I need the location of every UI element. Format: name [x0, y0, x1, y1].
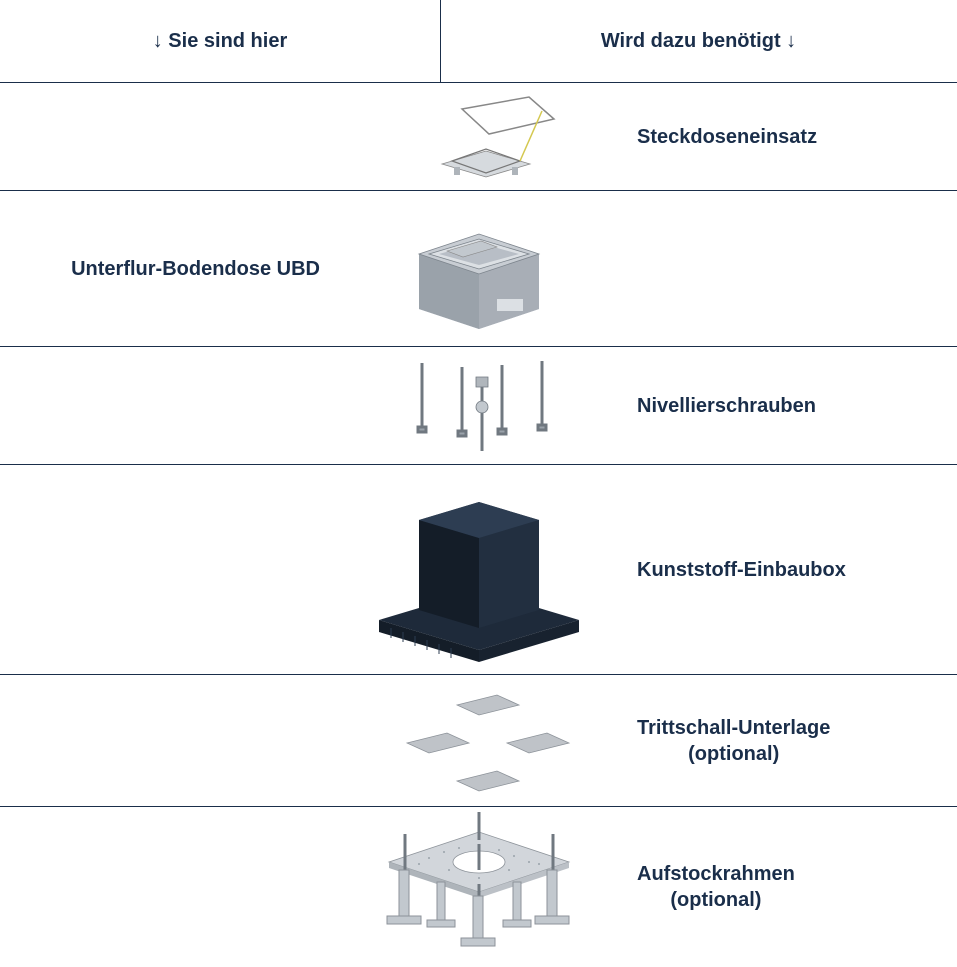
row1-label: Steckdoseneinsatz [617, 124, 957, 150]
row5-label: Trittschall-Unterlage (optional) [617, 715, 957, 767]
bodendose-label: Unterflur-Bodendose UBD [71, 256, 320, 282]
row-einbaubox: Kunststoff-Einbaubox [0, 464, 957, 674]
schrauben-label: Nivellierschrauben [637, 393, 816, 419]
header-right-label: Wird dazu benötigt ↓ [440, 30, 957, 53]
schrauben-icon [394, 351, 564, 461]
header-left-label: ↓ Sie sind hier [0, 30, 440, 53]
aufstockrahmen-label: Aufstockrahmen (optional) [637, 861, 795, 913]
row2-label-col: Unterflur-Bodendose UBD [0, 256, 340, 282]
einbaubox-label: Kunststoff-Einbaubox [637, 557, 846, 583]
row-schrauben: Nivellierschrauben [0, 346, 957, 464]
unterlage-icon [379, 681, 579, 801]
steckdoseneinsatz-icon [394, 89, 564, 184]
row4-label: Kunststoff-Einbaubox [617, 557, 957, 583]
aufstockrahmen-icon [349, 812, 609, 962]
row-steckdoseneinsatz: Steckdoseneinsatz [0, 82, 957, 190]
bodendose-icon [389, 199, 569, 339]
unterlage-label: Trittschall-Unterlage (optional) [637, 715, 830, 767]
diagram-container: ↓ Sie sind hier Wird dazu benötigt ↓ [0, 0, 957, 967]
row-bodendose: Unterflur-Bodendose UBD [0, 190, 957, 346]
row3-label: Nivellierschrauben [617, 393, 957, 419]
row-unterlage: Trittschall-Unterlage (optional) [0, 674, 957, 806]
row6-label: Aufstockrahmen (optional) [617, 861, 957, 913]
header-row: ↓ Sie sind hier Wird dazu benötigt ↓ [0, 0, 957, 82]
row-aufstockrahmen: Aufstockrahmen (optional) [0, 806, 957, 966]
steckdoseneinsatz-label: Steckdoseneinsatz [637, 124, 817, 150]
einbaubox-icon [359, 470, 599, 670]
